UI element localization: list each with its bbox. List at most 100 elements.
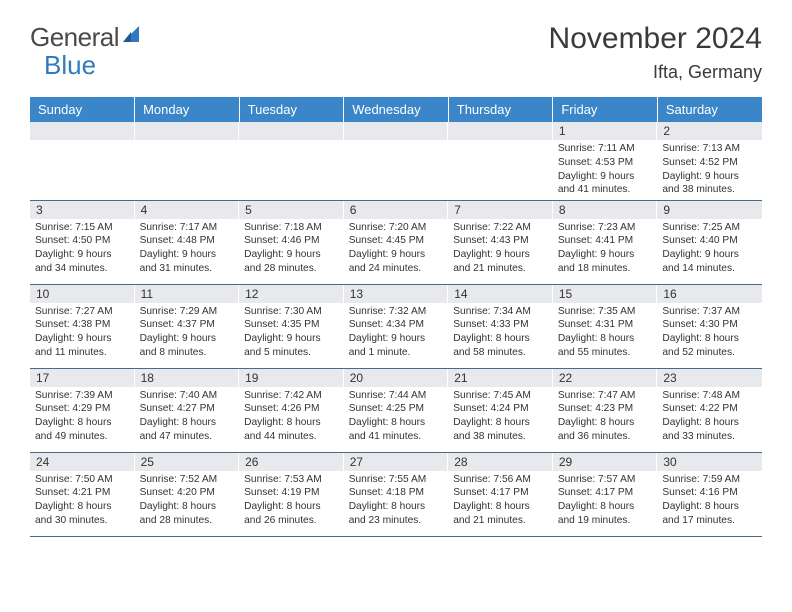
brand-part2: Blue [44,50,96,81]
calendar-day-cell: 11Sunrise: 7:29 AMSunset: 4:37 PMDayligh… [135,284,240,368]
calendar-table: SundayMondayTuesdayWednesdayThursdayFrid… [30,97,762,537]
calendar-day-cell: 2Sunrise: 7:13 AMSunset: 4:52 PMDaylight… [657,122,762,200]
calendar-day-cell: 12Sunrise: 7:30 AMSunset: 4:35 PMDayligh… [239,284,344,368]
day-details: Sunrise: 7:18 AMSunset: 4:46 PMDaylight:… [239,219,344,278]
empty-day [344,122,449,140]
calendar-day-cell: 22Sunrise: 7:47 AMSunset: 4:23 PMDayligh… [553,368,658,452]
empty-day [239,122,344,140]
day-number: 25 [135,453,240,471]
calendar-day-cell [239,122,344,200]
day-number: 18 [135,369,240,387]
calendar-day-cell: 6Sunrise: 7:20 AMSunset: 4:45 PMDaylight… [344,200,449,284]
calendar-header-row: SundayMondayTuesdayWednesdayThursdayFrid… [30,97,762,122]
calendar-day-cell: 5Sunrise: 7:18 AMSunset: 4:46 PMDaylight… [239,200,344,284]
calendar-day-cell: 18Sunrise: 7:40 AMSunset: 4:27 PMDayligh… [135,368,240,452]
calendar-day-cell: 16Sunrise: 7:37 AMSunset: 4:30 PMDayligh… [657,284,762,368]
empty-day [30,122,135,140]
brand-sail-icon [121,22,143,53]
calendar-day-cell: 25Sunrise: 7:52 AMSunset: 4:20 PMDayligh… [135,452,240,536]
day-details: Sunrise: 7:23 AMSunset: 4:41 PMDaylight:… [553,219,658,278]
day-number: 30 [657,453,762,471]
day-number: 9 [657,201,762,219]
calendar-day-cell: 9Sunrise: 7:25 AMSunset: 4:40 PMDaylight… [657,200,762,284]
calendar-body: 1Sunrise: 7:11 AMSunset: 4:53 PMDaylight… [30,122,762,536]
calendar-week-row: 10Sunrise: 7:27 AMSunset: 4:38 PMDayligh… [30,284,762,368]
day-number: 21 [448,369,553,387]
calendar-day-cell [30,122,135,200]
day-details: Sunrise: 7:57 AMSunset: 4:17 PMDaylight:… [553,471,658,530]
calendar-day-cell: 23Sunrise: 7:48 AMSunset: 4:22 PMDayligh… [657,368,762,452]
calendar-day-cell: 20Sunrise: 7:44 AMSunset: 4:25 PMDayligh… [344,368,449,452]
day-number: 6 [344,201,449,219]
weekday-header: Wednesday [344,97,449,122]
brand-part1: General [30,22,119,53]
day-number: 17 [30,369,135,387]
empty-day [448,122,553,140]
day-details: Sunrise: 7:55 AMSunset: 4:18 PMDaylight:… [344,471,449,530]
calendar-day-cell: 8Sunrise: 7:23 AMSunset: 4:41 PMDaylight… [553,200,658,284]
calendar-week-row: 3Sunrise: 7:15 AMSunset: 4:50 PMDaylight… [30,200,762,284]
weekday-header: Saturday [657,97,762,122]
weekday-header: Sunday [30,97,135,122]
calendar-week-row: 24Sunrise: 7:50 AMSunset: 4:21 PMDayligh… [30,452,762,536]
calendar-day-cell: 19Sunrise: 7:42 AMSunset: 4:26 PMDayligh… [239,368,344,452]
calendar-week-row: 1Sunrise: 7:11 AMSunset: 4:53 PMDaylight… [30,122,762,200]
location-label: Ifta, Germany [549,62,762,83]
day-details: Sunrise: 7:27 AMSunset: 4:38 PMDaylight:… [30,303,135,362]
day-number: 4 [135,201,240,219]
calendar-day-cell: 1Sunrise: 7:11 AMSunset: 4:53 PMDaylight… [553,122,658,200]
day-details: Sunrise: 7:13 AMSunset: 4:52 PMDaylight:… [657,140,762,199]
calendar-day-cell: 29Sunrise: 7:57 AMSunset: 4:17 PMDayligh… [553,452,658,536]
day-number: 2 [657,122,762,140]
calendar-day-cell: 7Sunrise: 7:22 AMSunset: 4:43 PMDaylight… [448,200,553,284]
day-number: 10 [30,285,135,303]
day-details: Sunrise: 7:37 AMSunset: 4:30 PMDaylight:… [657,303,762,362]
day-details: Sunrise: 7:53 AMSunset: 4:19 PMDaylight:… [239,471,344,530]
day-number: 12 [239,285,344,303]
day-details: Sunrise: 7:52 AMSunset: 4:20 PMDaylight:… [135,471,240,530]
day-details: Sunrise: 7:11 AMSunset: 4:53 PMDaylight:… [553,140,658,199]
calendar-day-cell: 10Sunrise: 7:27 AMSunset: 4:38 PMDayligh… [30,284,135,368]
weekday-header: Tuesday [239,97,344,122]
calendar-day-cell: 26Sunrise: 7:53 AMSunset: 4:19 PMDayligh… [239,452,344,536]
weekday-header: Friday [553,97,658,122]
day-number: 28 [448,453,553,471]
weekday-header: Thursday [448,97,553,122]
day-number: 11 [135,285,240,303]
day-details: Sunrise: 7:15 AMSunset: 4:50 PMDaylight:… [30,219,135,278]
day-number: 5 [239,201,344,219]
day-number: 23 [657,369,762,387]
calendar-day-cell: 28Sunrise: 7:56 AMSunset: 4:17 PMDayligh… [448,452,553,536]
calendar-day-cell: 27Sunrise: 7:55 AMSunset: 4:18 PMDayligh… [344,452,449,536]
day-details: Sunrise: 7:56 AMSunset: 4:17 PMDaylight:… [448,471,553,530]
day-details: Sunrise: 7:40 AMSunset: 4:27 PMDaylight:… [135,387,240,446]
day-details: Sunrise: 7:50 AMSunset: 4:21 PMDaylight:… [30,471,135,530]
day-details: Sunrise: 7:47 AMSunset: 4:23 PMDaylight:… [553,387,658,446]
calendar-day-cell: 15Sunrise: 7:35 AMSunset: 4:31 PMDayligh… [553,284,658,368]
day-number: 16 [657,285,762,303]
day-number: 8 [553,201,658,219]
day-number: 26 [239,453,344,471]
day-details: Sunrise: 7:25 AMSunset: 4:40 PMDaylight:… [657,219,762,278]
calendar-day-cell [135,122,240,200]
day-number: 15 [553,285,658,303]
day-details: Sunrise: 7:17 AMSunset: 4:48 PMDaylight:… [135,219,240,278]
calendar-day-cell: 21Sunrise: 7:45 AMSunset: 4:24 PMDayligh… [448,368,553,452]
day-number: 3 [30,201,135,219]
day-number: 7 [448,201,553,219]
calendar-day-cell: 30Sunrise: 7:59 AMSunset: 4:16 PMDayligh… [657,452,762,536]
day-number: 1 [553,122,658,140]
weekday-header: Monday [135,97,240,122]
calendar-day-cell: 14Sunrise: 7:34 AMSunset: 4:33 PMDayligh… [448,284,553,368]
brand-logo: General [30,22,143,53]
day-number: 14 [448,285,553,303]
day-details: Sunrise: 7:42 AMSunset: 4:26 PMDaylight:… [239,387,344,446]
day-details: Sunrise: 7:45 AMSunset: 4:24 PMDaylight:… [448,387,553,446]
day-details: Sunrise: 7:29 AMSunset: 4:37 PMDaylight:… [135,303,240,362]
calendar-week-row: 17Sunrise: 7:39 AMSunset: 4:29 PMDayligh… [30,368,762,452]
calendar-day-cell: 17Sunrise: 7:39 AMSunset: 4:29 PMDayligh… [30,368,135,452]
day-number: 27 [344,453,449,471]
calendar-day-cell: 13Sunrise: 7:32 AMSunset: 4:34 PMDayligh… [344,284,449,368]
day-details: Sunrise: 7:22 AMSunset: 4:43 PMDaylight:… [448,219,553,278]
day-details: Sunrise: 7:30 AMSunset: 4:35 PMDaylight:… [239,303,344,362]
